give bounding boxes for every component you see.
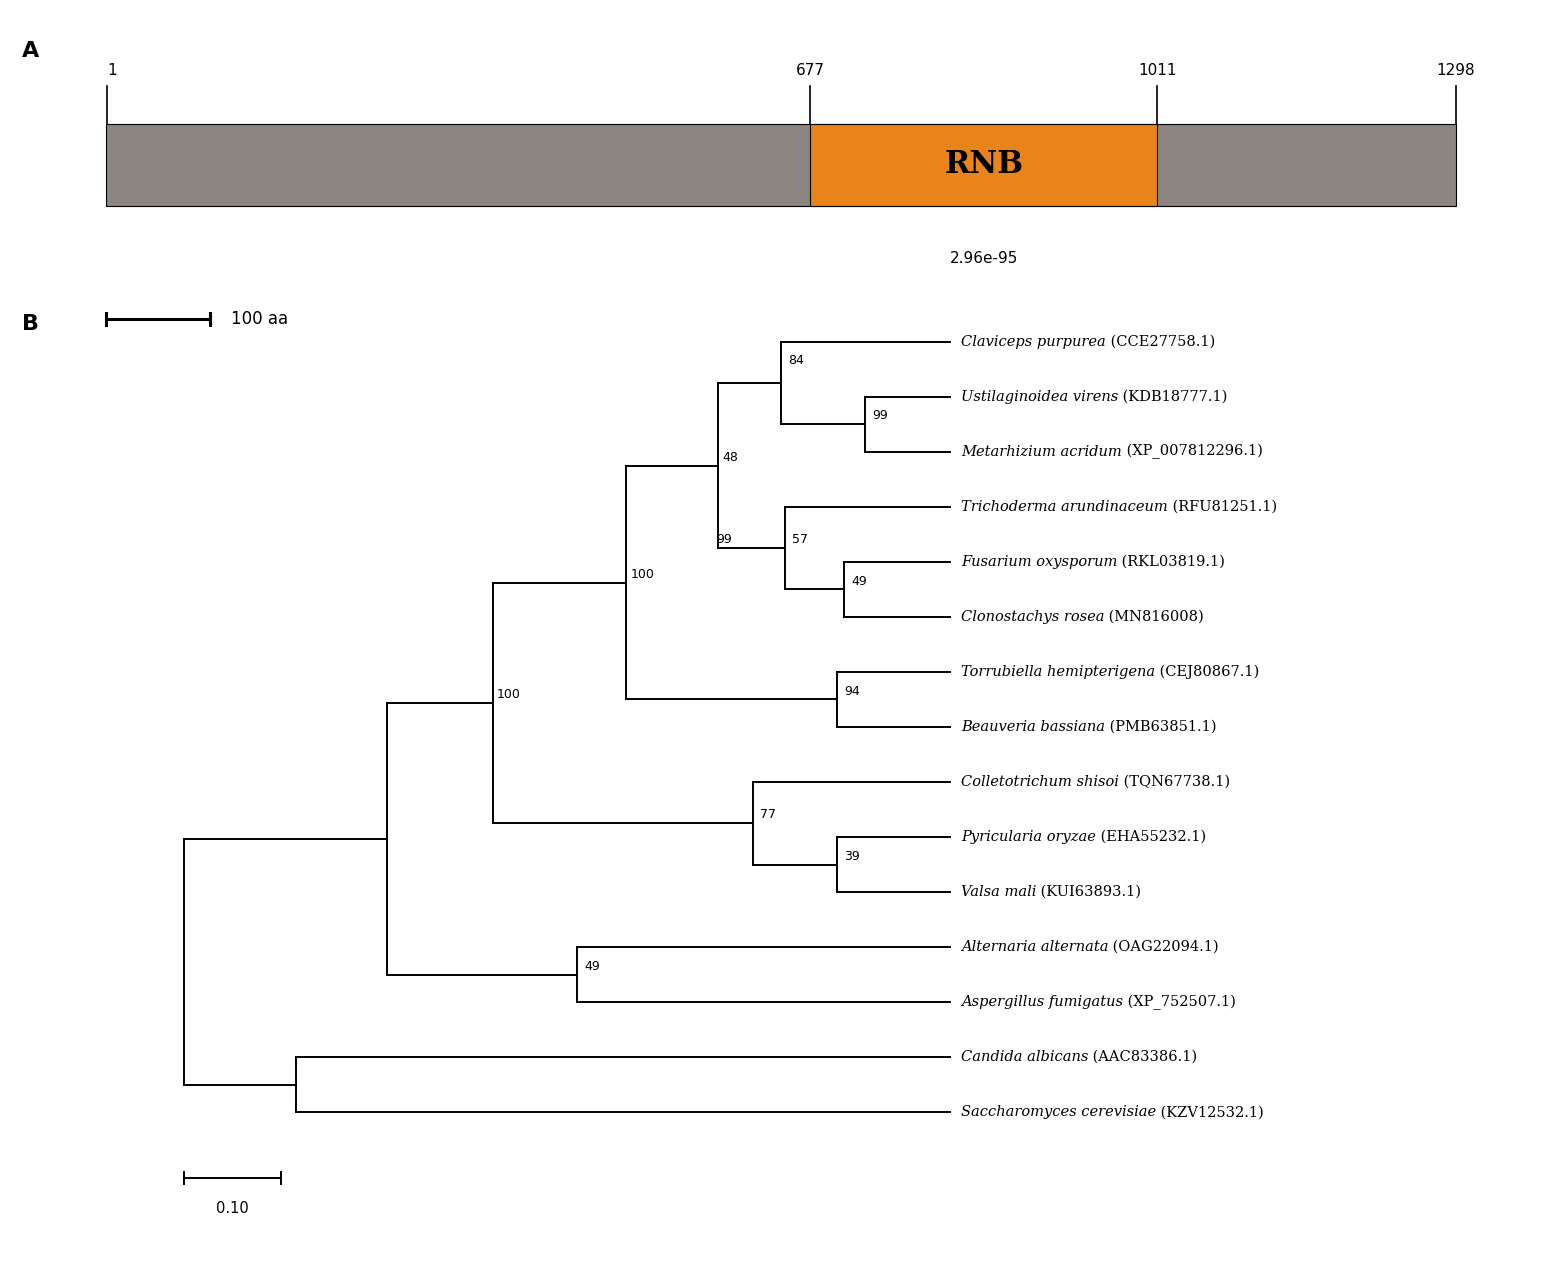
Text: (RFU81251.1): (RFU81251.1) (1168, 499, 1276, 514)
Text: 1298: 1298 (1437, 63, 1475, 79)
Text: (TQN67738.1): (TQN67738.1) (1118, 775, 1229, 789)
Text: 100: 100 (631, 568, 654, 580)
Text: 48: 48 (722, 450, 737, 463)
Text: Alternaria alternata: Alternaria alternata (961, 940, 1109, 954)
Text: Beauveria bassiana: Beauveria bassiana (961, 719, 1104, 734)
Text: (EHA55232.1): (EHA55232.1) (1097, 830, 1206, 844)
Text: (RKL03819.1): (RKL03819.1) (1117, 555, 1225, 569)
Text: 1011: 1011 (1139, 63, 1176, 79)
Text: Fusarium oxysporum: Fusarium oxysporum (961, 555, 1117, 569)
Text: Saccharomyces cerevisiae: Saccharomyces cerevisiae (961, 1106, 1156, 1120)
Text: 2.96e-95: 2.96e-95 (950, 251, 1018, 266)
Text: Trichoderma arundinaceum: Trichoderma arundinaceum (961, 499, 1168, 514)
Text: 99: 99 (715, 533, 733, 546)
Text: (CCE27758.1): (CCE27758.1) (1106, 335, 1215, 349)
Text: (KUI63893.1): (KUI63893.1) (1036, 885, 1142, 900)
Text: (KZV12532.1): (KZV12532.1) (1156, 1106, 1264, 1120)
Text: (XP_752507.1): (XP_752507.1) (1123, 995, 1236, 1010)
Text: (KDB18777.1): (KDB18777.1) (1118, 390, 1228, 404)
Text: (PMB63851.1): (PMB63851.1) (1104, 719, 1217, 734)
Text: Aspergillus fumigatus: Aspergillus fumigatus (961, 995, 1123, 1009)
Text: 100 aa: 100 aa (231, 310, 289, 328)
Text: 49: 49 (851, 574, 867, 587)
Text: 99: 99 (873, 409, 889, 422)
Text: 100: 100 (497, 689, 520, 701)
Text: 57: 57 (792, 533, 808, 546)
Text: Ustilaginoidea virens: Ustilaginoidea virens (961, 390, 1118, 404)
Bar (106, 124, 1456, 206)
Text: Claviceps purpurea: Claviceps purpurea (961, 335, 1106, 349)
Text: (CEJ80867.1): (CEJ80867.1) (1154, 665, 1259, 680)
Text: RNB: RNB (945, 149, 1023, 180)
Text: Colletotrichum shisoi: Colletotrichum shisoi (961, 775, 1118, 789)
Bar (811, 124, 1157, 206)
Text: Torrubiella hemipterigena: Torrubiella hemipterigena (961, 665, 1154, 680)
Text: (XP_007812296.1): (XP_007812296.1) (1122, 444, 1262, 459)
Text: (OAG22094.1): (OAG22094.1) (1109, 940, 1218, 954)
Text: 677: 677 (795, 63, 825, 79)
Text: Pyricularia oryzae: Pyricularia oryzae (961, 830, 1097, 844)
Text: 0.10: 0.10 (216, 1202, 248, 1216)
Text: 1: 1 (108, 63, 117, 79)
Text: 49: 49 (584, 960, 600, 973)
Text: A: A (22, 41, 39, 62)
Text: Clonostachys rosea: Clonostachys rosea (961, 610, 1104, 624)
Text: 39: 39 (845, 849, 861, 862)
Text: 84: 84 (789, 354, 804, 367)
Text: 94: 94 (845, 685, 861, 698)
Text: Candida albicans: Candida albicans (961, 1050, 1089, 1064)
Text: (MN816008): (MN816008) (1104, 610, 1204, 624)
Text: 77: 77 (761, 808, 776, 821)
Text: B: B (22, 314, 39, 333)
Text: Valsa mali: Valsa mali (961, 885, 1036, 900)
Text: (AAC83386.1): (AAC83386.1) (1089, 1050, 1198, 1064)
Text: Metarhizium acridum: Metarhizium acridum (961, 445, 1122, 459)
